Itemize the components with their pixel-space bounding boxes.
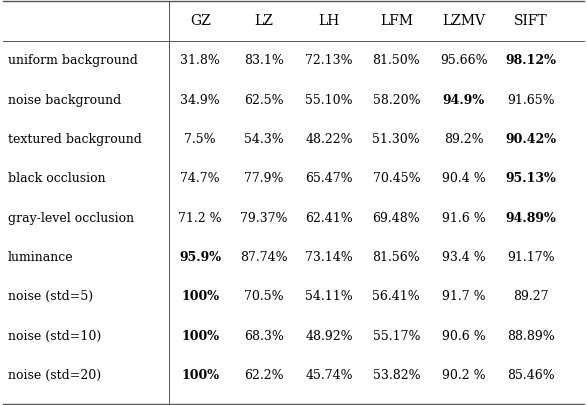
Text: 77.9%: 77.9% [244,172,284,185]
Text: 31.8%: 31.8% [180,54,220,67]
Text: 91.6 %: 91.6 % [442,212,485,225]
Text: 90.4 %: 90.4 % [442,172,485,185]
Text: 58.20%: 58.20% [373,94,420,107]
Text: 95.13%: 95.13% [506,172,556,185]
Text: 91.17%: 91.17% [507,251,555,264]
Text: noise (std=20): noise (std=20) [8,369,101,382]
Text: 87.74%: 87.74% [239,251,288,264]
Text: 48.92%: 48.92% [305,330,353,343]
Text: 69.48%: 69.48% [373,212,420,225]
Text: 81.50%: 81.50% [373,54,420,67]
Text: 90.6 %: 90.6 % [442,330,485,343]
Text: 53.82%: 53.82% [373,369,420,382]
Text: noise (std=10): noise (std=10) [8,330,101,343]
Text: 100%: 100% [181,290,219,303]
Text: LZMV: LZMV [442,14,485,28]
Text: 54.3%: 54.3% [244,133,284,146]
Text: 88.89%: 88.89% [507,330,555,343]
Text: 55.17%: 55.17% [373,330,420,343]
Text: 90.2 %: 90.2 % [442,369,485,382]
Text: 70.5%: 70.5% [244,290,284,303]
Text: uniform background: uniform background [8,54,137,67]
Text: LZ: LZ [254,14,273,28]
Text: LFM: LFM [380,14,413,28]
Text: 79.37%: 79.37% [240,212,287,225]
Text: 94.89%: 94.89% [506,212,556,225]
Text: 91.7 %: 91.7 % [442,290,485,303]
Text: 65.47%: 65.47% [305,172,353,185]
Text: 72.13%: 72.13% [305,54,353,67]
Text: 100%: 100% [181,330,219,343]
Text: 89.2%: 89.2% [444,133,484,146]
Text: noise background: noise background [8,94,121,107]
Text: 73.14%: 73.14% [305,251,353,264]
Text: 93.4 %: 93.4 % [442,251,485,264]
Text: 68.3%: 68.3% [244,330,284,343]
Text: textured background: textured background [8,133,141,146]
Text: 89.27: 89.27 [514,290,549,303]
Text: 70.45%: 70.45% [373,172,420,185]
Text: 100%: 100% [181,369,219,382]
Text: 95.66%: 95.66% [440,54,488,67]
Text: 7.5%: 7.5% [184,133,216,146]
Text: 94.9%: 94.9% [443,94,485,107]
Text: 51.30%: 51.30% [373,133,420,146]
Text: SIFT: SIFT [514,14,548,28]
Text: 55.10%: 55.10% [305,94,353,107]
Text: 91.65%: 91.65% [507,94,555,107]
Text: 90.42%: 90.42% [505,133,556,146]
Text: 83.1%: 83.1% [244,54,284,67]
Text: LH: LH [318,14,339,28]
Text: 48.22%: 48.22% [305,133,353,146]
Text: 62.41%: 62.41% [305,212,353,225]
Text: 95.9%: 95.9% [179,251,221,264]
Text: 62.2%: 62.2% [244,369,284,382]
Text: noise (std=5): noise (std=5) [8,290,93,303]
Text: black occlusion: black occlusion [8,172,105,185]
Text: 45.74%: 45.74% [305,369,353,382]
Text: 74.7%: 74.7% [180,172,220,185]
Text: 56.41%: 56.41% [373,290,420,303]
Text: 34.9%: 34.9% [180,94,220,107]
Text: 71.2 %: 71.2 % [178,212,222,225]
Text: 81.56%: 81.56% [373,251,420,264]
Text: luminance: luminance [8,251,73,264]
Text: 98.12%: 98.12% [506,54,556,67]
Text: gray-level occlusion: gray-level occlusion [8,212,134,225]
Text: 62.5%: 62.5% [244,94,284,107]
Text: GZ: GZ [190,14,211,28]
Text: 54.11%: 54.11% [305,290,353,303]
Text: 85.46%: 85.46% [507,369,555,382]
